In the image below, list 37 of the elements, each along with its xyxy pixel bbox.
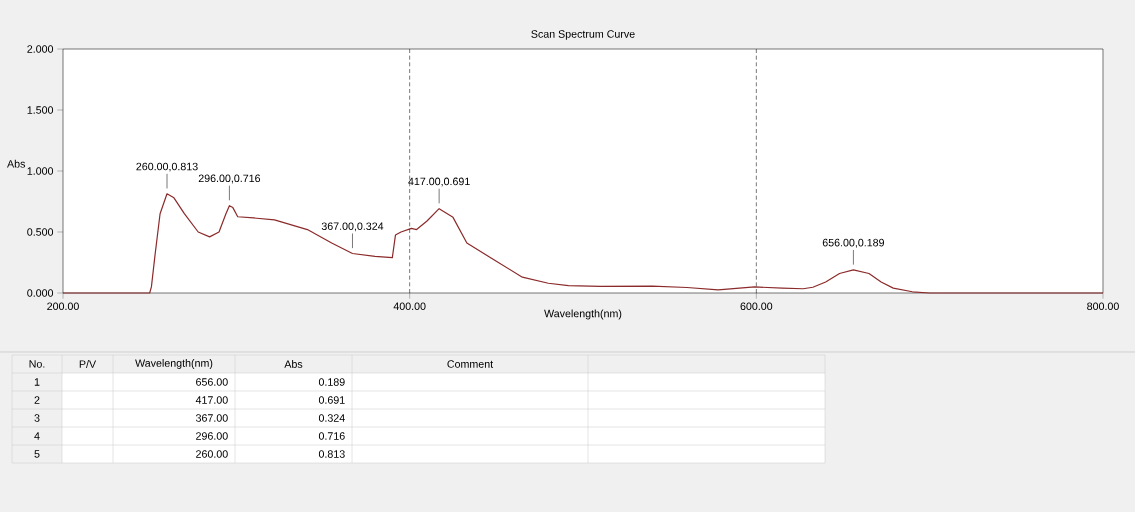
annotation: 260.00,0.813 (136, 162, 198, 172)
y-tick-label: 1.000 (27, 167, 54, 175)
text: Comment (447, 360, 494, 368)
y-tick-label: 0.500 (27, 228, 54, 236)
text: 367.00 (195, 414, 228, 422)
y-axis-title: Abs (7, 159, 26, 168)
text: 1 (34, 378, 40, 386)
text: 0.716 (318, 432, 345, 440)
text: 0.324 (318, 414, 345, 422)
annotation: 656.00,0.189 (822, 238, 885, 248)
y-tick-label: 1.500 (27, 106, 54, 114)
x-tick-label: 200.00 (47, 302, 79, 311)
text: 296.00 (196, 432, 228, 440)
text: 0.813 (318, 450, 345, 458)
text: 0.189 (318, 378, 345, 386)
x-tick-label: 600.00 (740, 302, 773, 311)
text: 0.691 (318, 396, 345, 404)
text: P/V (79, 360, 97, 368)
text: Abs (284, 360, 303, 368)
text: 5 (34, 450, 40, 458)
y-tick-label: 0.000 (27, 289, 54, 297)
text: 417.00 (195, 396, 228, 404)
text: 2 (34, 396, 40, 404)
x-tick-label: 800.00 (1087, 302, 1119, 311)
annotation: 367.00,0.324 (321, 222, 384, 232)
annotation: 417.00,0.691 (408, 177, 470, 187)
text: 656.00 (196, 378, 228, 386)
text: No. (29, 360, 45, 368)
x-axis-title: Wavelength(nm) (544, 309, 622, 320)
chart-title: Scan Spectrum Curve (531, 30, 635, 40)
text: 260.00 (196, 450, 228, 458)
text: Wavelength(nm) (135, 359, 213, 369)
annotation: 296.00,0.716 (198, 174, 261, 184)
y-tick-label: 2.000 (27, 45, 54, 53)
text: 4 (34, 432, 40, 440)
x-tick-label: 400.00 (393, 302, 426, 311)
text: 3 (34, 414, 40, 422)
